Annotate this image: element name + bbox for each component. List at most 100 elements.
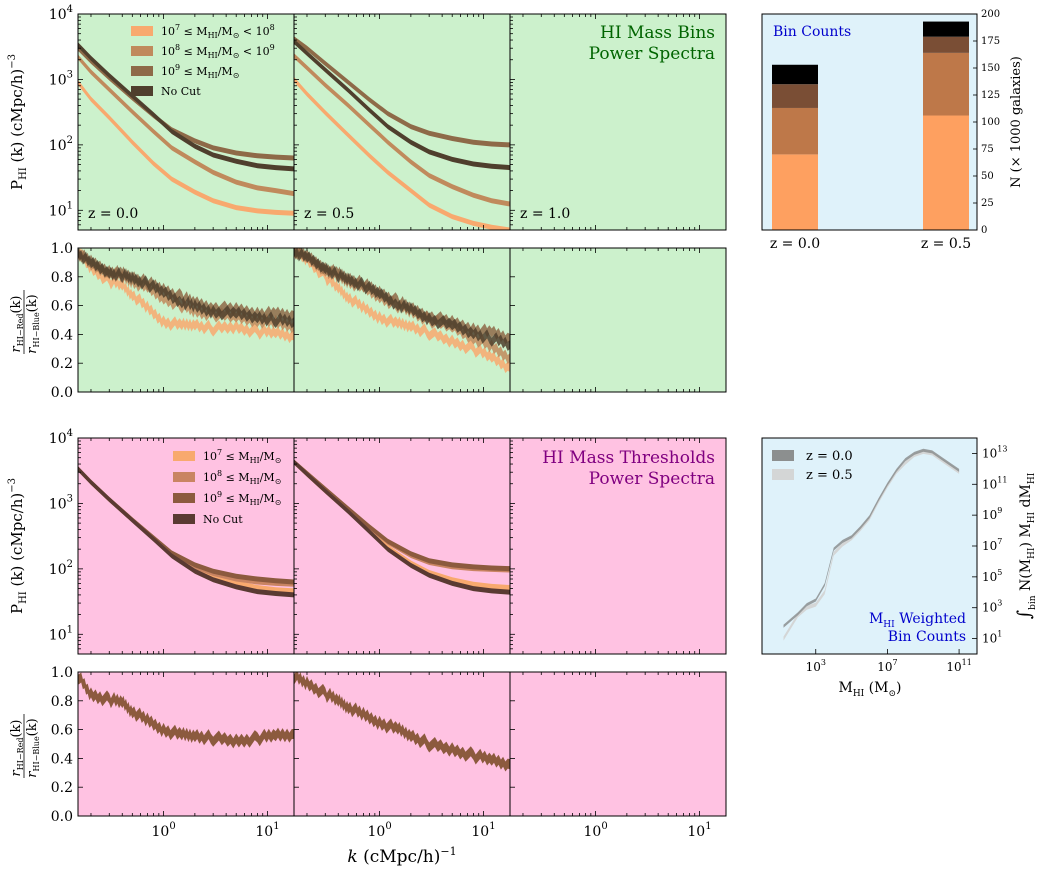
weighted-legend-label-1: z = 0.5 [806, 468, 853, 483]
weighted-ytick-label: 101 [982, 630, 1002, 646]
bins-power-panel-frame-2 [509, 13, 727, 231]
weighted-frame [761, 437, 978, 655]
bins-ratio-series-1-0 [294, 248, 510, 373]
weighted-legend-swatch-0 [772, 450, 794, 461]
thresholds-power-series-group-0 [78, 466, 294, 598]
bin-counts-ytick-label: 175 [981, 36, 1000, 47]
thresholds-ratio-series-1-0 [294, 672, 510, 772]
bin-counts-ylabel: N (× 1000 galaxies) [1009, 56, 1024, 188]
bins-ratio-ylabel: rHI−Red(k)rHI−Blue(k) [9, 290, 41, 354]
thresholds-power-panel-bg-1 [294, 438, 510, 654]
bins-ratio-series-group-1 [294, 248, 510, 373]
bins-ratio-ylabel-num: rHI−Red(k) [9, 296, 25, 353]
legend-bins-swatch-3 [131, 86, 153, 96]
thresholds-power-series-group-1 [294, 459, 510, 595]
x-tick-label: 100 [583, 821, 607, 840]
y-tick-label: 0.4 [51, 327, 73, 343]
y-tick-label: 1.0 [51, 241, 73, 257]
bins-ratio-series-1-2 [294, 248, 510, 345]
weighted-ytick-label: 109 [982, 506, 1002, 522]
bins-title-line1: HI Mass Bins [600, 23, 715, 43]
legend-thresholds-swatch-3 [173, 514, 195, 524]
y-tick-label: 0.8 [51, 694, 73, 710]
thresholds-ratio-series-0-0 [78, 672, 294, 749]
y-tick-label: 103 [49, 493, 73, 512]
weighted-title-line2: Bin Counts [888, 629, 966, 645]
x-tick-label: 100 [151, 821, 175, 840]
legend-thresholds-label-2: 109 ≤ MHI/M⊙ [203, 490, 281, 507]
y-tick-label: 0.8 [51, 270, 73, 286]
y-tick-label: 0.2 [51, 356, 73, 372]
legend-bins-label-0: 107 ≤ MHI/M⊙ < 108 [161, 23, 275, 40]
x-tick-label: 101 [687, 821, 711, 840]
thresholds-ratio-ylabel-num: rHI−Red(k) [9, 720, 25, 777]
bin-counts-ytick-label: 25 [981, 198, 994, 209]
y-tick-label: 0.0 [51, 385, 73, 401]
y-tick-label: 102 [49, 135, 73, 154]
bin-count-bar-1-2 [923, 36, 969, 53]
thresholds-power-panel-frame-2 [509, 437, 727, 655]
bins-ratio-panel-frame-2 [509, 247, 727, 393]
bins-power-ylabel: PHI (k) (cMpc/h)−3 [7, 54, 29, 190]
weighted-ytick-label: 1011 [982, 475, 1007, 491]
bins-ratio-ylabel-den: rHI−Blue(k) [25, 294, 41, 353]
legend-bins-swatch-0 [131, 26, 153, 36]
bin-counts-ytick-label: 125 [981, 90, 1000, 101]
x-tick-label: 101 [471, 821, 495, 840]
z-label: z = 0.5 [304, 206, 354, 222]
bin-counts-ytick-label: 0 [981, 225, 987, 236]
weighted-xlabel: MHI (M⊙) [838, 680, 901, 699]
bin-counts-frame [761, 13, 978, 231]
bins-ratio-series-0-3 [78, 248, 294, 329]
legend-thresholds-label-1: 108 ≤ MHI/M⊙ [203, 469, 281, 486]
weighted-ytick-label: 103 [982, 599, 1002, 615]
thresholds-power-ylabel: PHI (k) (cMpc/h)−3 [7, 478, 29, 614]
thresholds-ratio-panel-bg-0 [78, 672, 294, 816]
thresholds-ratio-ylabel-den: rHI−Blue(k) [25, 718, 41, 777]
bin-count-bar-1-1 [923, 52, 969, 116]
weighted-xtick-label: 103 [806, 658, 826, 674]
weighted-xtick-label: 107 [877, 658, 897, 674]
y-tick-label: 0.2 [51, 780, 73, 796]
bins-ratio-series-group-0 [78, 248, 294, 344]
bin-count-bar-0-0 [772, 154, 818, 230]
weighted-series-z0 [783, 448, 960, 628]
z-label: z = 0.0 [88, 206, 138, 222]
thresholds-ratio-series-group-0 [78, 672, 294, 749]
x-tick-label: 100 [367, 821, 391, 840]
thresholds-ratio-panel-bg-2 [510, 672, 726, 816]
weighted-legend-label-0: z = 0.0 [806, 449, 853, 464]
legend-bins-label-3: No Cut [161, 85, 201, 98]
bin-counts-ytick-label: 100 [981, 117, 1000, 128]
weighted-ytick-label: 1013 [982, 444, 1007, 460]
weighted-bg [762, 438, 977, 654]
bin-counts-category-label: z = 0.0 [770, 236, 820, 252]
bins-ratio-series-0-1 [78, 248, 294, 334]
y-tick-label: 101 [49, 200, 73, 219]
y-tick-label: 101 [49, 624, 73, 643]
weighted-legend-swatch-1 [772, 469, 794, 480]
legend-bins-label-2: 109 ≤ MHI/M⊙ [161, 63, 239, 80]
bins-power-series-group-0 [78, 42, 294, 216]
bins-title-line2: Power Spectra [589, 44, 715, 64]
bin-counts-ytick-label: 200 [981, 9, 1000, 20]
legend-thresholds-swatch-1 [173, 472, 195, 482]
weighted-xtick-label: 1011 [946, 658, 971, 674]
x-axis-label: k (cMpc/h)−1 [347, 845, 456, 867]
y-tick-label: 0.0 [51, 809, 73, 825]
thresholds-power-panel-bg-2 [510, 438, 726, 654]
weighted-title-line1: MHI Weighted [869, 611, 966, 630]
bins-power-series-0-2 [78, 45, 294, 161]
z-label: z = 1.0 [520, 206, 570, 222]
y-tick-label: 0.6 [51, 723, 73, 739]
bin-counts-ytick-label: 75 [981, 144, 994, 155]
thresholds-title-line1: HI Mass Thresholds [542, 448, 715, 468]
bin-count-bar-1-0 [923, 115, 969, 230]
bins-power-panel-bg-2 [510, 14, 726, 230]
y-tick-label: 103 [49, 69, 73, 88]
thresholds-ratio-series-group-1 [294, 672, 510, 772]
legend-thresholds-swatch-2 [173, 493, 195, 503]
bin-count-bar-0-1 [772, 107, 818, 155]
y-tick-label: 104 [49, 4, 73, 23]
